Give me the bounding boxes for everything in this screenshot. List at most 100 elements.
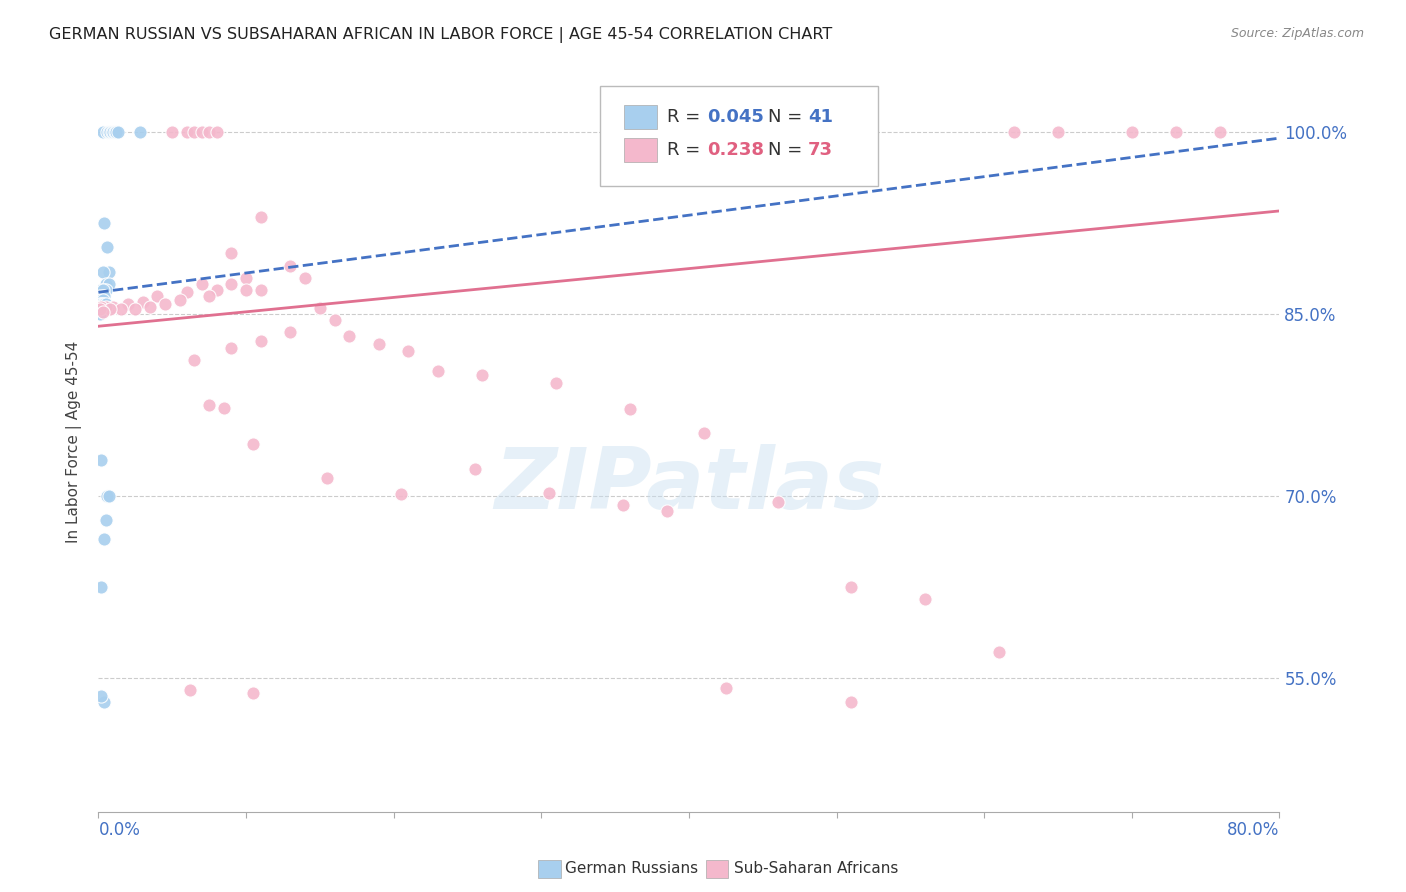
Point: [221, 246, 243, 260]
Point: [91, 289, 114, 303]
Point: [398, 343, 420, 358]
Point: [90, 297, 112, 311]
Point: [205, 283, 228, 297]
Point: [90, 690, 112, 704]
Point: [205, 125, 228, 139]
Point: [176, 125, 198, 139]
Point: [169, 293, 191, 307]
Point: [91, 283, 114, 297]
Point: [146, 289, 169, 303]
Point: [309, 301, 332, 315]
Point: [90, 293, 112, 307]
Point: [242, 686, 264, 700]
Point: [693, 425, 716, 440]
Text: Source: ZipAtlas.com: Source: ZipAtlas.com: [1230, 27, 1364, 40]
Point: [179, 683, 201, 698]
Point: [96, 125, 118, 139]
Point: [294, 270, 316, 285]
Point: [93, 696, 115, 710]
Point: [191, 277, 214, 291]
Point: [94, 283, 117, 297]
Text: ZIPatlas: ZIPatlas: [494, 444, 884, 527]
Point: [93, 216, 115, 230]
Text: 73: 73: [808, 141, 834, 159]
Point: [96, 240, 118, 254]
Text: 0.045: 0.045: [707, 108, 763, 127]
Point: [198, 125, 221, 139]
Point: [89, 301, 111, 315]
Point: [107, 125, 129, 139]
Point: [766, 495, 789, 509]
Point: [103, 125, 125, 139]
Point: [655, 504, 678, 518]
Point: [914, 592, 936, 607]
Text: GERMAN RUSSIAN VS SUBSAHARAN AFRICAN IN LABOR FORCE | AGE 45-54 CORRELATION CHAR: GERMAN RUSSIAN VS SUBSAHARAN AFRICAN IN …: [49, 27, 832, 43]
Point: [464, 462, 486, 476]
Point: [94, 300, 117, 314]
Point: [91, 304, 114, 318]
Point: [537, 485, 560, 500]
Bar: [624, 138, 657, 161]
Point: [176, 285, 198, 300]
Point: [183, 353, 205, 368]
Point: [90, 301, 112, 315]
Point: [191, 125, 214, 139]
Point: [89, 289, 111, 303]
Point: [471, 368, 494, 382]
Point: [183, 125, 205, 139]
Text: 0.0%: 0.0%: [98, 822, 141, 839]
Point: [90, 283, 112, 297]
Point: [93, 532, 115, 546]
Bar: [624, 105, 657, 129]
Point: [323, 313, 346, 327]
Point: [94, 297, 117, 311]
Text: R =: R =: [666, 108, 706, 127]
Point: [96, 489, 118, 503]
Point: [339, 329, 361, 343]
Point: [612, 498, 634, 512]
Point: [221, 341, 243, 355]
Point: [153, 297, 176, 311]
Point: [212, 401, 235, 415]
Text: 41: 41: [808, 108, 834, 127]
Point: [91, 125, 114, 139]
Point: [110, 302, 132, 317]
Point: [250, 283, 273, 297]
Point: [139, 300, 162, 314]
Point: [93, 289, 115, 303]
Point: [235, 283, 257, 297]
Point: [132, 295, 155, 310]
Point: [97, 125, 120, 139]
Point: [714, 681, 737, 695]
Point: [89, 307, 111, 321]
Point: [91, 265, 114, 279]
Y-axis label: In Labor Force | Age 45-54: In Labor Force | Age 45-54: [66, 341, 83, 542]
Text: N =: N =: [768, 108, 808, 127]
Point: [104, 125, 127, 139]
Point: [280, 326, 302, 340]
Point: [250, 210, 273, 224]
Point: [89, 302, 111, 317]
Text: 80.0%: 80.0%: [1227, 822, 1279, 839]
Point: [841, 580, 863, 594]
Text: German Russians: German Russians: [565, 862, 699, 876]
Point: [93, 283, 115, 297]
Point: [97, 265, 120, 279]
Point: [124, 302, 146, 317]
FancyBboxPatch shape: [600, 87, 877, 186]
Point: [235, 270, 257, 285]
Point: [198, 398, 221, 412]
Point: [103, 300, 125, 314]
Point: [93, 297, 115, 311]
Point: [316, 471, 339, 485]
Point: [91, 293, 114, 307]
Point: [91, 297, 114, 311]
Point: [619, 401, 641, 416]
Point: [1166, 125, 1188, 139]
Point: [90, 452, 112, 467]
Text: Sub-Saharan Africans: Sub-Saharan Africans: [734, 862, 898, 876]
Point: [198, 289, 221, 303]
Point: [97, 277, 120, 291]
Point: [128, 125, 150, 139]
Point: [98, 302, 121, 317]
